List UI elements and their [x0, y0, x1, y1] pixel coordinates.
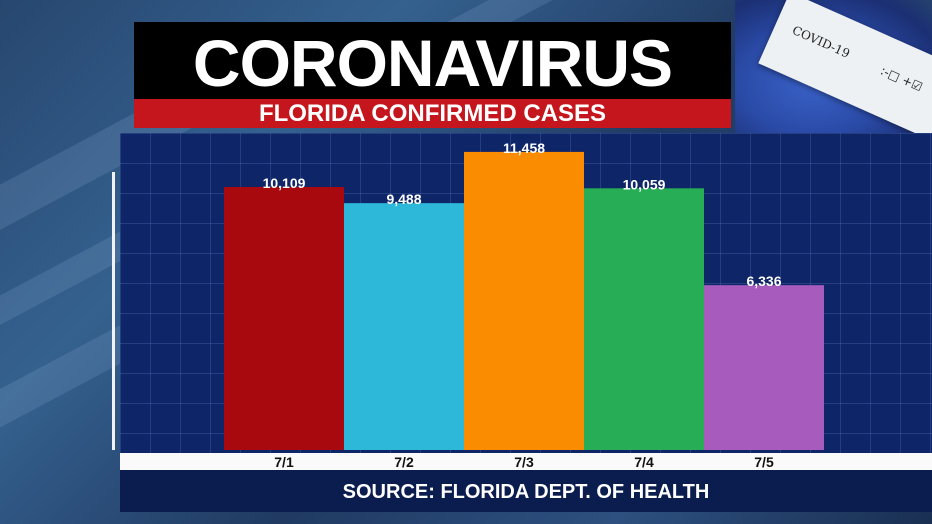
- data-label: 10,059: [623, 176, 666, 192]
- x-tick-label: 7/5: [754, 454, 774, 470]
- page-title: CORONAVIRUS: [192, 26, 673, 100]
- x-tick-label: 7/3: [514, 454, 534, 470]
- x-tick-label: 7/2: [394, 454, 414, 470]
- subtitle-bar: FLORIDA CONFIRMED CASES: [134, 99, 731, 128]
- data-label: 9,488: [386, 191, 421, 207]
- data-label: 6,336: [746, 273, 781, 289]
- x-axis-strip: [120, 453, 932, 470]
- x-tick-label: 7/4: [634, 454, 654, 470]
- bar-7-2: [344, 203, 464, 450]
- bar-7-1: [224, 186, 344, 450]
- panel-edge: [112, 172, 115, 450]
- bar-7-3: [464, 151, 584, 450]
- title-banner: CORONAVIRUS FLORIDA CONFIRMED CASES: [134, 22, 731, 128]
- source-text: SOURCE: FLORIDA DEPT. OF HEALTH: [342, 481, 710, 503]
- bar-7-5: [704, 285, 824, 450]
- data-label: 11,458: [503, 140, 545, 156]
- chart-subtitle: FLORIDA CONFIRMED CASES: [258, 100, 607, 127]
- x-tick-label: 7/1: [274, 454, 294, 470]
- data-label: 10,109: [263, 175, 306, 191]
- source-bar: SOURCE: FLORIDA DEPT. OF HEALTH: [120, 470, 932, 512]
- bar-7-4: [584, 188, 704, 450]
